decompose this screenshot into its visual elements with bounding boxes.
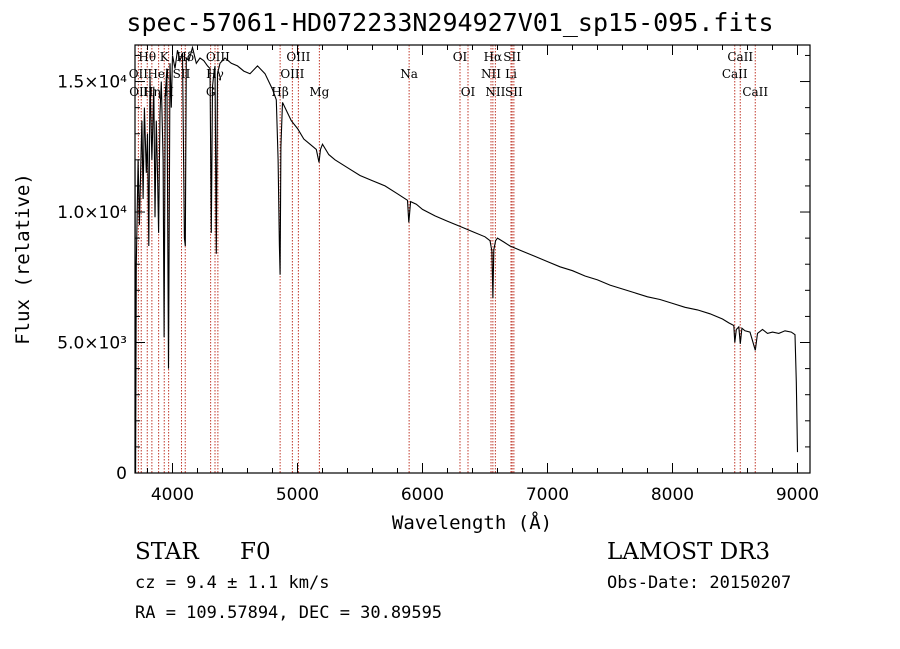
- line-marker-label: OIII: [206, 50, 230, 64]
- x-axis-label: Wavelength (Å): [392, 511, 552, 534]
- line-marker-label: Na: [400, 67, 418, 81]
- flux-series-line: [134, 45, 799, 474]
- x-tick-label: 6000: [401, 485, 444, 505]
- line-marker-label: NII: [481, 67, 501, 81]
- y-tick-label: 5.0×10³: [57, 334, 127, 354]
- line-marker-label: Hη: [143, 85, 161, 99]
- y-axis-label: Flux (relative): [12, 173, 34, 345]
- line-marker-label: K: [160, 50, 170, 64]
- line-marker-label: CaII: [727, 50, 753, 64]
- line-marker-label: Hα: [484, 50, 503, 64]
- line-marker-label: Li: [505, 67, 517, 81]
- line-marker-label: SII: [503, 50, 521, 64]
- redshift-cz: cz = 9.4 ± 1.1 km/s: [135, 573, 330, 593]
- line-marker-label: OIII: [286, 50, 310, 64]
- x-tick-label: 9000: [776, 485, 819, 505]
- observation-date: Obs-Date: 20150207: [607, 573, 792, 593]
- line-marker-label: Mg: [309, 85, 329, 99]
- object-subclass: F0: [240, 539, 271, 565]
- x-tick-label: 4000: [151, 485, 194, 505]
- line-marker-label: H: [163, 85, 173, 99]
- x-axis: 4000 5000 6000 7000 8000 9000: [147, 45, 819, 505]
- survey-name: LAMOST DR3: [607, 539, 771, 565]
- line-markers: [137, 45, 756, 473]
- line-marker-label: SII: [173, 67, 191, 81]
- line-marker-label: SII: [505, 85, 523, 99]
- line-marker-label: OI: [461, 85, 476, 99]
- y-tick-label: 1.5×10⁴: [57, 73, 127, 93]
- object-class: STAR: [135, 539, 199, 565]
- y-tick-label: 1.0×10⁴: [57, 203, 127, 223]
- x-tick-label: 7000: [526, 485, 569, 505]
- line-marker-label: Hδ: [176, 50, 194, 64]
- line-marker-label: OII: [129, 67, 149, 81]
- chart-title: spec-57061-HD072233N294927V01_sp15-095.f…: [126, 8, 774, 37]
- line-marker-label: CaII: [742, 85, 768, 99]
- line-marker-label: NII: [485, 85, 505, 99]
- line-marker-label: HeI: [147, 67, 170, 81]
- line-marker-label: OIII: [280, 67, 304, 81]
- line-marker-label: Hβ: [271, 85, 288, 99]
- line-marker-label: Hθ: [138, 50, 156, 64]
- y-axis: 0 5.0×10³ 1.0×10⁴ 1.5×10⁴: [57, 54, 810, 484]
- x-tick-label: 5000: [276, 485, 319, 505]
- y-tick-label: 0: [116, 464, 127, 484]
- x-tick-label: 8000: [651, 485, 694, 505]
- line-marker-label: OI: [453, 50, 468, 64]
- line-marker-label: CaII: [722, 67, 748, 81]
- plot-frame: [134, 44, 811, 474]
- coordinates: RA = 109.57894, DEC = 30.89595: [135, 603, 443, 623]
